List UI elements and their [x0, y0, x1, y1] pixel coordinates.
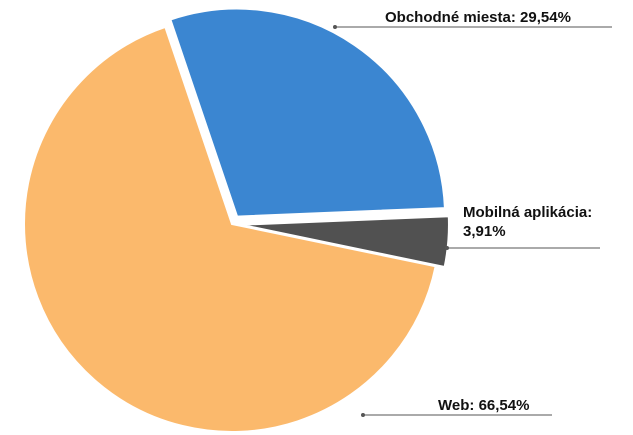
slice-name: Web	[438, 397, 474, 414]
leader-dot	[445, 246, 449, 250]
slice-label: Mobilná aplikácia 3,91%	[463, 203, 613, 241]
slice-name: Obchodné miesta	[385, 9, 516, 26]
pie-slice	[23, 25, 437, 433]
slice-value: 29,54%	[520, 9, 571, 26]
slice-value: 3,91%	[463, 223, 506, 240]
slice-value: 66,54%	[478, 397, 530, 414]
leader-dot	[361, 413, 365, 417]
pie-slice	[240, 215, 450, 269]
slice-label: Web 66,54%	[438, 396, 529, 415]
slice-label: Obchodné miesta 29,54%	[385, 8, 571, 27]
slice-name: Mobilná aplikácia	[463, 204, 592, 221]
pie-slice	[169, 7, 446, 218]
leader-dot	[333, 25, 337, 29]
